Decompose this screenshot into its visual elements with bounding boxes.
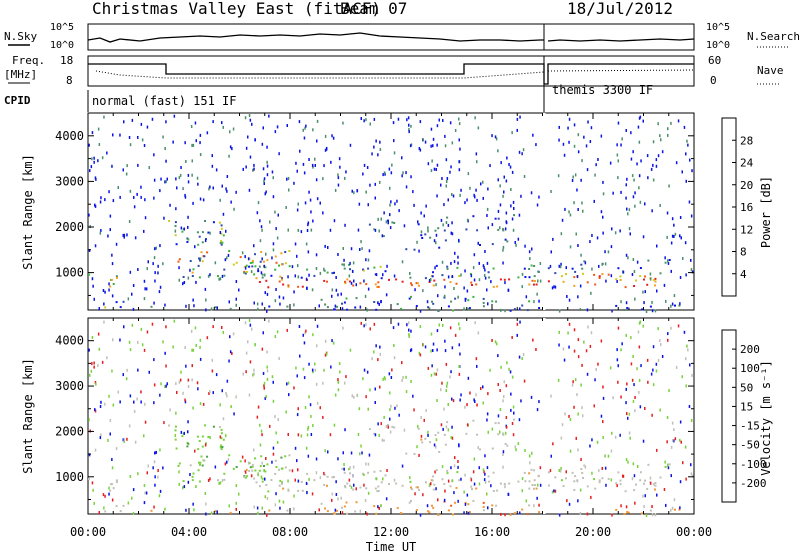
- velocity-y-axis: 1000 2000 3000 4000: [55, 334, 694, 500]
- power-colorbar-title: Power [dB]: [759, 176, 773, 248]
- colorbar-tick-label: 8: [740, 246, 747, 259]
- nave-right-bottom: 0: [710, 74, 717, 87]
- nsearch-label: N.Search: [747, 30, 800, 43]
- power-y-axis: 1000 2000 3000 4000: [55, 129, 694, 296]
- colorbar-tick-label: -200: [740, 477, 767, 490]
- noise-left-bottom: 10^0: [50, 40, 74, 51]
- nsky-label: N.Sky: [4, 30, 37, 43]
- noise-sky-line: [87, 32, 544, 43]
- colorbar-tick-label: 12: [740, 223, 753, 236]
- cpid-mode-2: themis 3300 IF: [552, 83, 653, 97]
- x-axis-label: Time UT: [366, 540, 417, 554]
- beam-title: Beam 07: [340, 0, 407, 18]
- date-title: 18/Jul/2012: [567, 0, 673, 18]
- colorbar-tick-label: 24: [740, 157, 754, 170]
- colorbar-tick-label: 200: [740, 343, 760, 356]
- power-ylabel: Slant Range [km]: [21, 154, 35, 270]
- y-tick-label: 4000: [55, 334, 84, 348]
- freq-left-bottom: 8: [66, 74, 73, 87]
- noise-left-top: 10^5: [50, 22, 74, 33]
- freq-label: Freq.: [12, 54, 45, 67]
- freq-panel: 18 8 60 0 Freq. [MHz] Nave: [4, 54, 784, 87]
- colorbar-tick-label: 28: [740, 134, 753, 147]
- noise-panel: 10^5 10^0 10^5 10^0 N.Sky N.Search: [4, 22, 800, 51]
- time-x-axis: 00:00 04:00 08:00 12:00 16:00 20:00 00:00: [70, 113, 712, 539]
- freq-line: [88, 63, 694, 85]
- velocity-ylabel: Slant Range [km]: [21, 358, 35, 474]
- y-tick-label: 1000: [55, 470, 84, 484]
- velocity-colorbar-title: Velocity [m s⁻¹]: [759, 360, 773, 476]
- colorbar-tick-label: -50: [740, 439, 760, 452]
- power-heatmap: [88, 114, 694, 313]
- freq-left-top: 18: [60, 54, 73, 67]
- power-colorbar: 4 8 12 16 20 24 28: [721, 117, 754, 297]
- x-tick-label: 00:00: [676, 525, 712, 539]
- station-title: Christmas Valley East (fitACF): [92, 0, 381, 18]
- velocity-colorbar: -200 -100 -50 -15 15 50 100 200: [721, 329, 767, 503]
- noise-right-top: 10^5: [706, 22, 730, 33]
- colorbar-tick-label: -100: [740, 458, 767, 471]
- x-tick-label: 16:00: [474, 525, 510, 539]
- x-tick-label: 08:00: [272, 525, 308, 539]
- freq-unit-label: [MHz]: [4, 68, 37, 81]
- nave-line: [95, 69, 695, 79]
- colorbar-tick-label: -15: [740, 420, 760, 433]
- y-tick-label: 3000: [55, 174, 84, 188]
- nave-label: Nave: [757, 64, 784, 77]
- y-tick-label: 4000: [55, 129, 84, 143]
- noise-right-bottom: 10^0: [706, 40, 730, 51]
- y-tick-label: 1000: [55, 266, 84, 280]
- colorbar-tick-label: 50: [740, 381, 753, 394]
- colorbar-tick-label: 16: [740, 201, 753, 214]
- power-panel: 1000 2000 3000 4000 Slant Range [km]: [21, 112, 695, 313]
- colorbar-tick-label: 4: [740, 268, 747, 281]
- velocity-heatmap: [88, 319, 694, 517]
- cpid-label: CPID: [4, 94, 31, 107]
- colorbar-tick-label: 15: [740, 400, 753, 413]
- y-tick-label: 3000: [55, 379, 84, 393]
- x-tick-label: 12:00: [373, 525, 409, 539]
- cpid-panel: CPID normal (fast) 151 IF themis 3300 IF: [4, 83, 653, 112]
- x-tick-label: 04:00: [171, 525, 207, 539]
- colorbar-tick-label: 20: [740, 179, 753, 192]
- noise-sky-line-2: [547, 38, 695, 42]
- y-tick-label: 2000: [55, 424, 84, 438]
- nave-right-top: 60: [708, 54, 721, 67]
- colorbar-tick-label: 100: [740, 362, 760, 375]
- y-tick-label: 2000: [55, 220, 84, 234]
- x-tick-label: 00:00: [70, 525, 106, 539]
- cpid-mode-1: normal (fast) 151 IF: [92, 94, 237, 108]
- x-tick-label: 20:00: [575, 525, 611, 539]
